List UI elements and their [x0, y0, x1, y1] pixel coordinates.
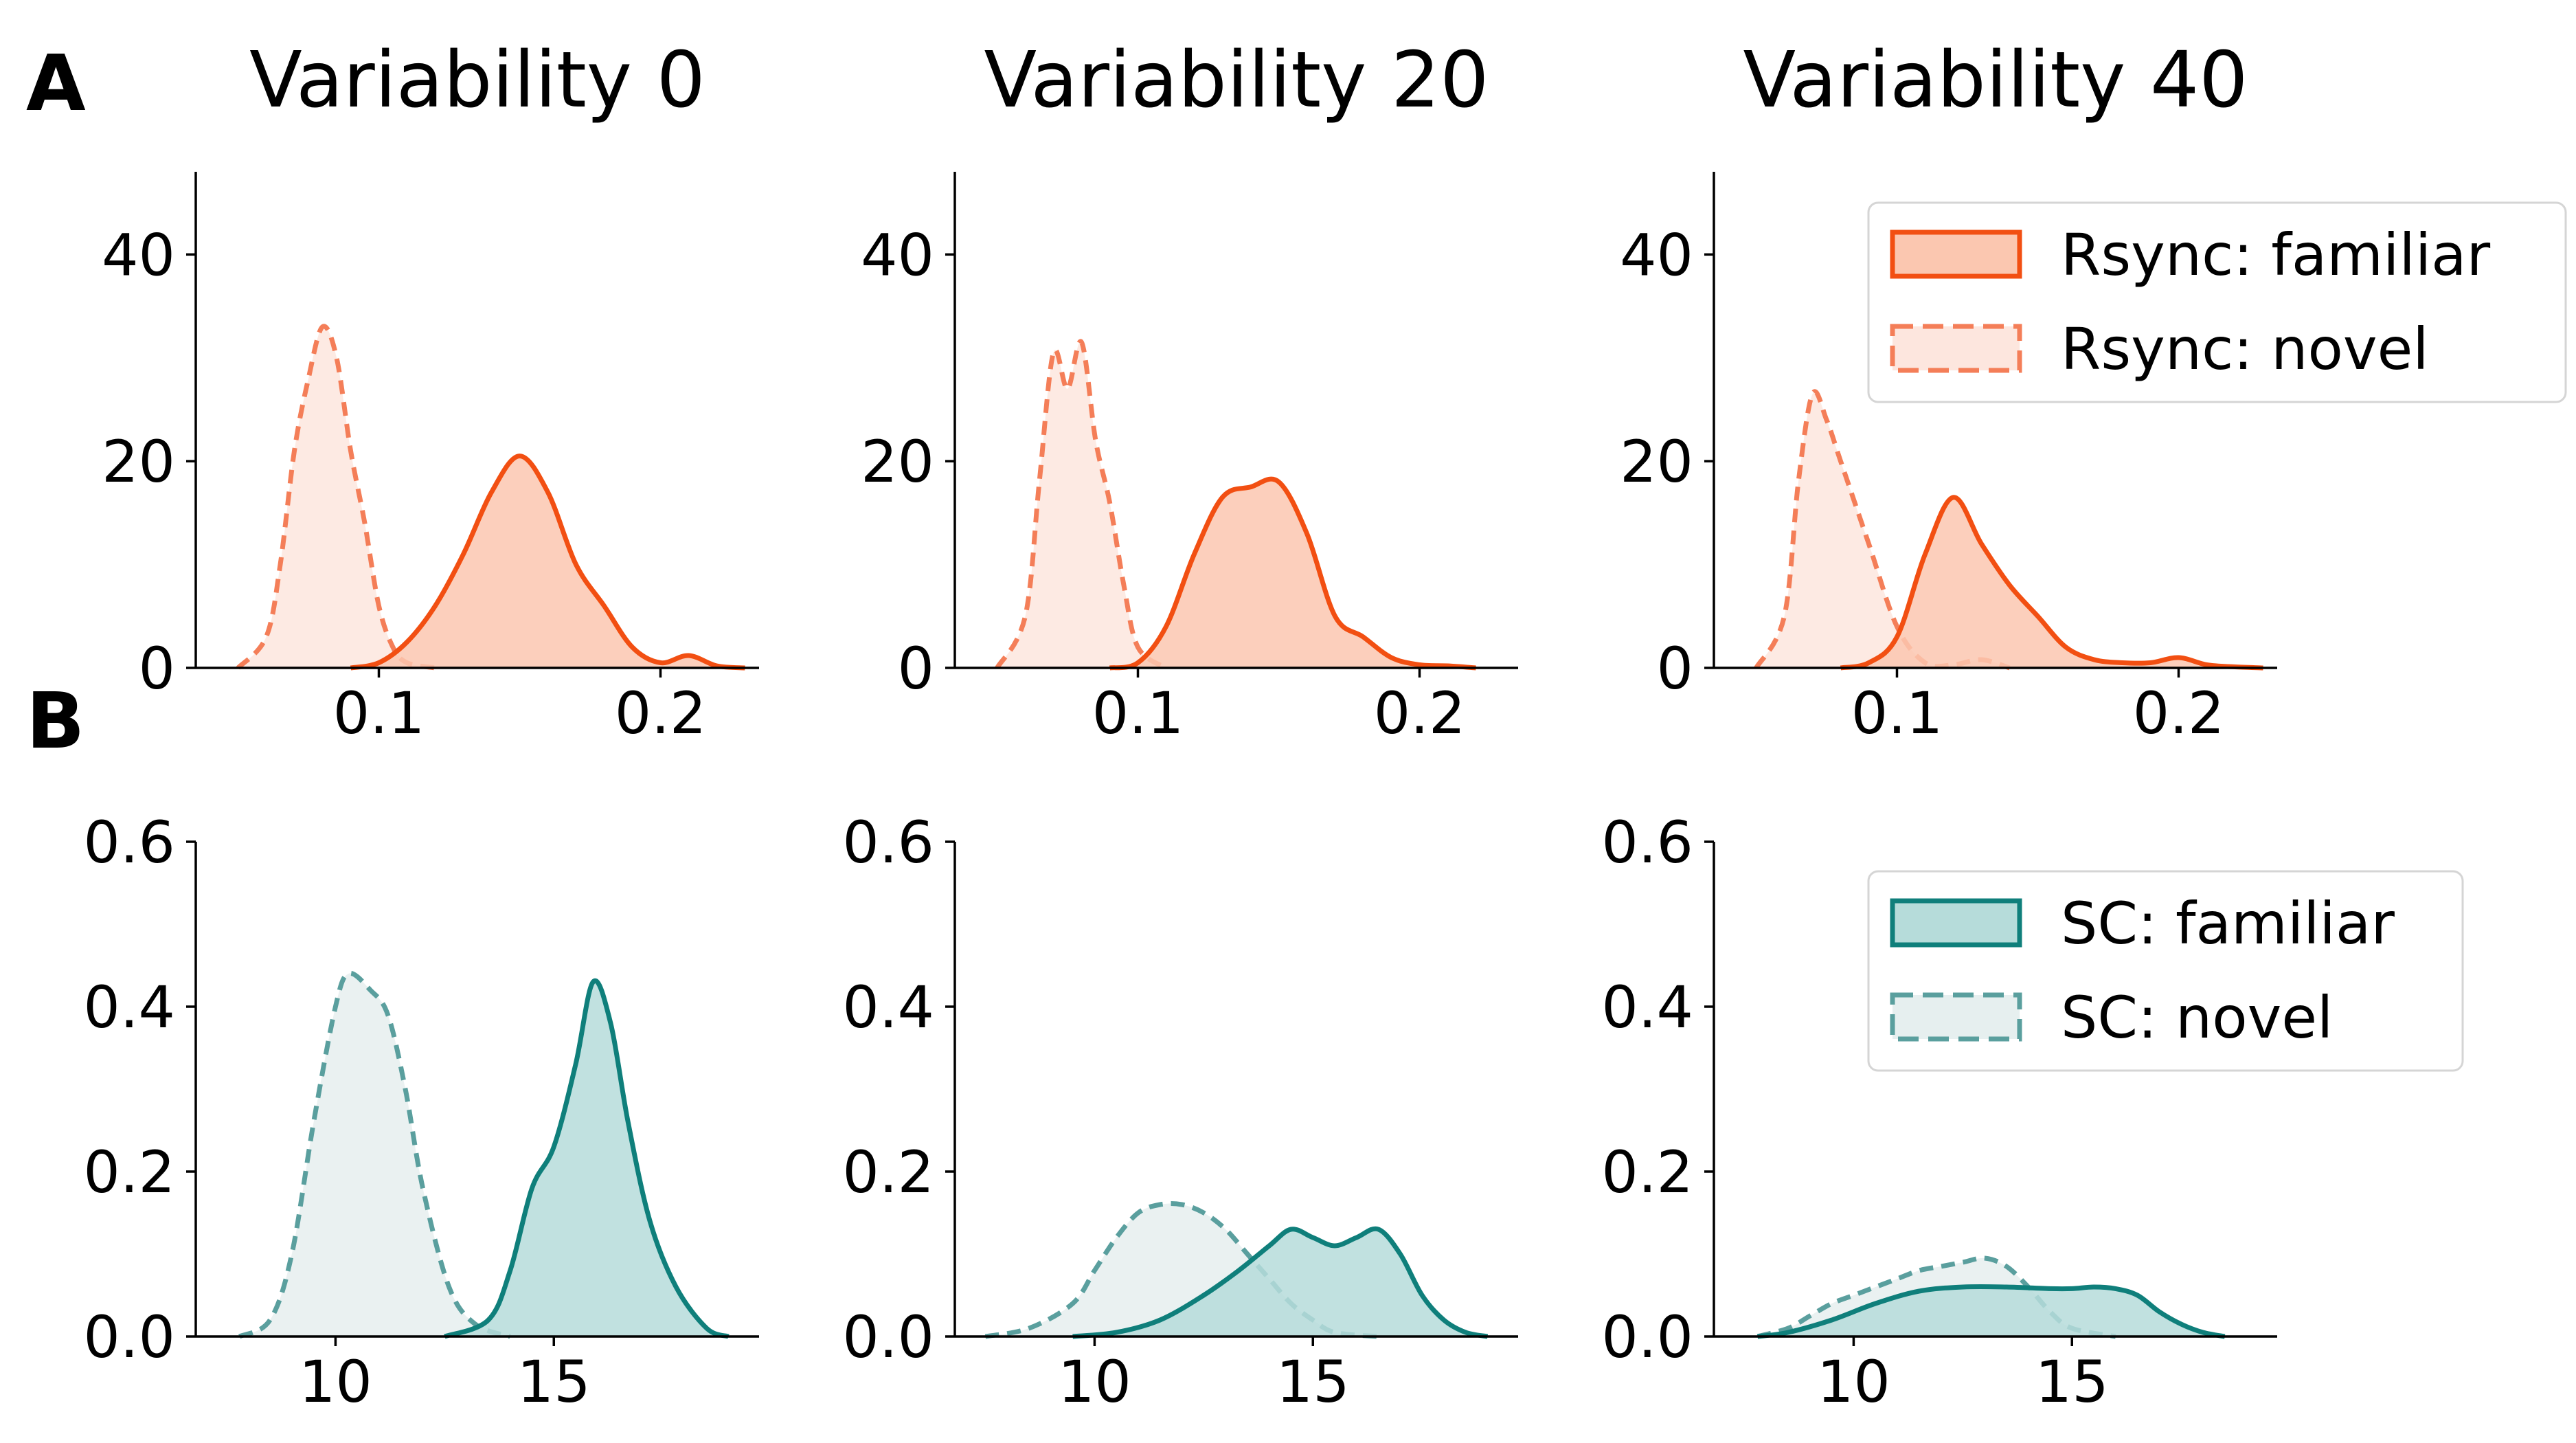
- x-tick-label: 15: [1276, 1348, 1350, 1416]
- y-tick-label: 40: [861, 221, 934, 289]
- density-area-sc-novel: [239, 973, 510, 1336]
- chart-title: Variability 20: [984, 36, 1489, 125]
- legend-swatch-rsync-familiar: [1890, 230, 2022, 279]
- density-area-rsync-novel: [1756, 391, 2010, 668]
- density-line-sc-familiar: [444, 978, 730, 1339]
- density-area-sc-familiar: [1072, 1229, 1488, 1336]
- y-tick-label: 0.6: [1601, 809, 1693, 876]
- density-area-rsync-familiar: [350, 456, 745, 668]
- density-line-rsync-familiar: [1840, 495, 2263, 671]
- chart-title: Variability 0: [249, 36, 705, 125]
- y-tick-label: 20: [1620, 428, 1693, 495]
- x-tick-label: 10: [299, 1348, 372, 1416]
- x-tick-label: 0.2: [1374, 680, 1466, 747]
- y-tick-label: 0: [139, 635, 175, 702]
- legend-a: Rsync: familiar Rsync: novel: [1867, 201, 2567, 403]
- density-line-rsync-familiar: [1109, 476, 1476, 671]
- x-tick-label: 0.1: [333, 680, 425, 747]
- density-area-rsync-familiar: [1109, 479, 1476, 668]
- y-tick-label: 40: [1620, 221, 1693, 289]
- density-line-rsync-novel: [236, 324, 436, 671]
- density-area-rsync-novel: [238, 326, 436, 668]
- x-tick-label: 0.1: [1092, 680, 1184, 747]
- density-panel-b-2: 10 15 0.0 0.2 0.4 0.6: [842, 809, 1518, 1416]
- y-tick-label: 0.2: [83, 1139, 175, 1206]
- density-panel-b-3: 10 15 0.0 0.2 0.4 0.6: [1601, 809, 2277, 1416]
- y-tick-label: 0.0: [842, 1304, 934, 1371]
- density-area-sc-familiar: [1757, 1286, 2225, 1336]
- density-panel-a-2: Variability 20 0.1 0.2 0 20 40: [861, 36, 1518, 747]
- y-tick-label: 0.4: [1601, 974, 1693, 1041]
- density-line-rsync-familiar: [350, 454, 745, 671]
- density-panel-b-1: 10 15 0.0 0.2 0.4 0.6: [83, 809, 759, 1416]
- y-tick-label: 0: [1657, 635, 1693, 702]
- y-tick-label: 20: [861, 428, 934, 495]
- density-panel-a-1: Variability 0 0.1 0.2 0 20 40: [102, 36, 759, 747]
- legend-swatch-rsync-novel: [1890, 324, 2022, 373]
- y-tick-label: 0.0: [83, 1304, 175, 1371]
- density-panel-a-3: Variability 40 0.1 0.2 0 20 40: [1620, 36, 2277, 747]
- y-tick-label: 0.6: [842, 809, 934, 876]
- y-tick-label: 0.4: [83, 974, 175, 1041]
- legend-b: SC: familiar SC: novel: [1867, 870, 2464, 1072]
- x-tick-label: 15: [517, 1348, 591, 1416]
- y-tick-label: 20: [102, 428, 175, 495]
- density-line-sc-novel: [238, 971, 511, 1339]
- y-tick-label: 0.2: [842, 1139, 934, 1206]
- x-tick-label: 10: [1058, 1348, 1131, 1416]
- panel-label-a: A: [26, 39, 86, 128]
- y-tick-label: 40: [102, 221, 175, 289]
- density-line-rsync-novel: [1754, 389, 2011, 671]
- x-tick-label: 15: [2035, 1348, 2109, 1416]
- density-line-sc-familiar: [1072, 1226, 1489, 1339]
- x-tick-label: 0.1: [1851, 680, 1943, 747]
- x-tick-label: 0.2: [615, 680, 707, 747]
- y-tick-label: 0.6: [83, 809, 175, 876]
- y-tick-label: 0.4: [842, 974, 934, 1041]
- density-area-rsync-familiar: [1840, 497, 2263, 668]
- legend-frame: [1867, 201, 2567, 403]
- y-tick-label: 0.2: [1601, 1139, 1693, 1206]
- legend-swatch-sc-novel: [1890, 992, 2022, 1042]
- density-line-rsync-novel: [995, 339, 1168, 671]
- x-tick-label: 10: [1817, 1348, 1890, 1416]
- density-area-sc-familiar: [444, 981, 729, 1336]
- legend-label-sc-novel: SC: novel: [2061, 984, 2333, 1051]
- y-tick-label: 0: [898, 635, 934, 702]
- legend-label-rsync-novel: Rsync: novel: [2061, 315, 2429, 383]
- chart-title: Variability 40: [1743, 36, 2248, 125]
- legend-swatch-sc-familiar: [1890, 898, 2022, 948]
- legend-label-rsync-familiar: Rsync: familiar: [2061, 221, 2491, 289]
- y-tick-label: 0.0: [1601, 1304, 1693, 1371]
- legend-label-sc-familiar: SC: familiar: [2061, 890, 2395, 957]
- density-line-sc-familiar: [1757, 1284, 2226, 1339]
- x-tick-label: 0.2: [2133, 680, 2225, 747]
- chart-panels: Variability 0 0.1 0.2 0 20 40 Variability 20 0.…: [83, 36, 2277, 1416]
- panel-label-b: B: [26, 677, 84, 766]
